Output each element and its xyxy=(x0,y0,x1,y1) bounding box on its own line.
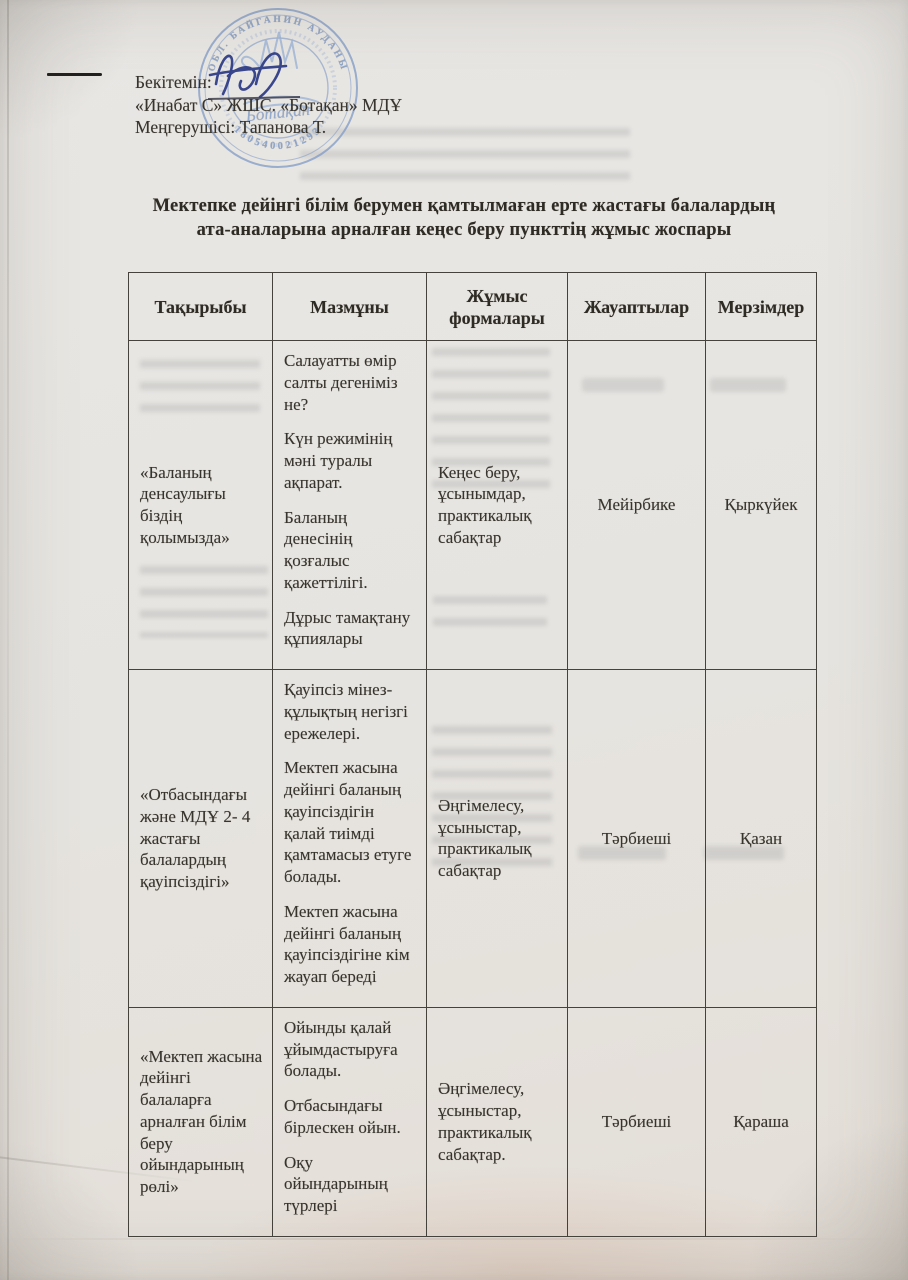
document-title: Мектепке дейінгі білім берумен қамтылмағ… xyxy=(114,195,814,242)
content-paragraph: Мектеп жасына дейінгі баланың қауіпсізді… xyxy=(284,758,412,886)
term-cell: Қазан xyxy=(705,669,817,1008)
responsible-cell: Мейірбике xyxy=(567,340,706,670)
term-cell: Қыркүйек xyxy=(705,340,817,670)
work-forms-cell: Кеңес беру, ұсынымдар, практикалық сабақ… xyxy=(426,340,568,670)
topic-cell: «Мектеп жасына дейінгі балаларға арналға… xyxy=(128,1006,273,1237)
table-row: «Отбасындағы және МДҰ 2- 4 жастағы балал… xyxy=(128,669,817,1008)
content-paragraph: Дұрыс тамақтану құпиялары xyxy=(284,607,411,649)
approval-line-manager: Меңгерушісі: Тапанова Т. xyxy=(135,117,327,137)
approval-line-approve: Бекітемін: xyxy=(135,72,212,92)
content-paragraph: Қауіпсіз мінез-құлықтың негізгі ережелер… xyxy=(284,680,408,743)
content-paragraph: Салауатты өмір салты дегеніміз не? xyxy=(284,351,398,414)
content-cell: Ойынды қалай ұйымдастыруға болады. Отбас… xyxy=(272,1006,427,1237)
content-paragraph: Баланың денесінің қозғалыс қажеттілігі. xyxy=(284,507,368,592)
work-forms-cell: Әңгімелесу, ұсыныстар, практикалық сабақ… xyxy=(426,669,568,1008)
content-paragraph: Оқу ойындарының түрлері xyxy=(284,1152,388,1216)
topic-cell: «Баланың денсаулығы біздің қолымызда» xyxy=(128,340,273,670)
content-cell: Қауіпсіз мінез-құлықтың негізгі ережелер… xyxy=(272,669,427,1008)
content-paragraph: Күн режимінің мәні туралы ақпарат. xyxy=(284,429,393,492)
title-line-1: Мектепке дейінгі білім берумен қамтылмағ… xyxy=(152,196,776,216)
paper-crease xyxy=(0,1238,908,1240)
col-header-term: Мерзімдер xyxy=(705,272,817,341)
pen-dash-mark xyxy=(47,73,102,76)
col-header-responsible: Жауаптылар xyxy=(567,272,706,341)
table-header-row: Тақырыбы Мазмұны Жұмыс формалары Жауапты… xyxy=(128,272,817,341)
paper-crease xyxy=(7,0,9,1280)
table-row: «Мектеп жасына дейінгі балаларға арналға… xyxy=(128,1006,817,1237)
content-cell: Салауатты өмір салты дегеніміз не? Күн р… xyxy=(272,340,427,670)
term-cell: Қараша xyxy=(705,1006,817,1237)
content-paragraph: Отбасындағы бірлескен ойын. xyxy=(284,1096,401,1137)
col-header-content: Мазмұны xyxy=(272,272,427,341)
responsible-cell: Тәрбиеші xyxy=(567,669,706,1008)
official-stamp: ОБЛ. БАЙГАНИН АУДАНЫ 180540021293 Ботақа… xyxy=(198,8,358,168)
responsible-cell: Тәрбиеші xyxy=(567,1006,706,1237)
content-paragraph: Мектеп жасына дейінгі баланың қауіпсізді… xyxy=(284,901,410,986)
work-plan-table: Тақырыбы Мазмұны Жұмыс формалары Жауапты… xyxy=(128,272,817,1237)
col-header-topic: Тақырыбы xyxy=(128,272,273,341)
approval-block: Бекітемін: «Инабат С» ЖШС. «Ботақан» МДҰ… xyxy=(135,71,402,139)
work-forms-cell: Әңгімелесу, ұсыныстар, практикалық сабақ… xyxy=(426,1006,568,1237)
content-paragraph: Ойынды қалай ұйымдастыруға болады. xyxy=(284,1017,398,1081)
topic-cell: «Отбасындағы және МДҰ 2- 4 жастағы балал… xyxy=(128,669,273,1008)
approval-line-organization: «Инабат С» ЖШС. «Ботақан» МДҰ xyxy=(135,94,403,115)
table-row: «Баланың денсаулығы біздің қолымызда» Са… xyxy=(128,340,817,670)
col-header-work-forms: Жұмыс формалары xyxy=(426,272,568,341)
signature xyxy=(207,52,301,100)
title-line-2: ата-аналарына арналған кеңес беру пунктт… xyxy=(196,219,732,240)
